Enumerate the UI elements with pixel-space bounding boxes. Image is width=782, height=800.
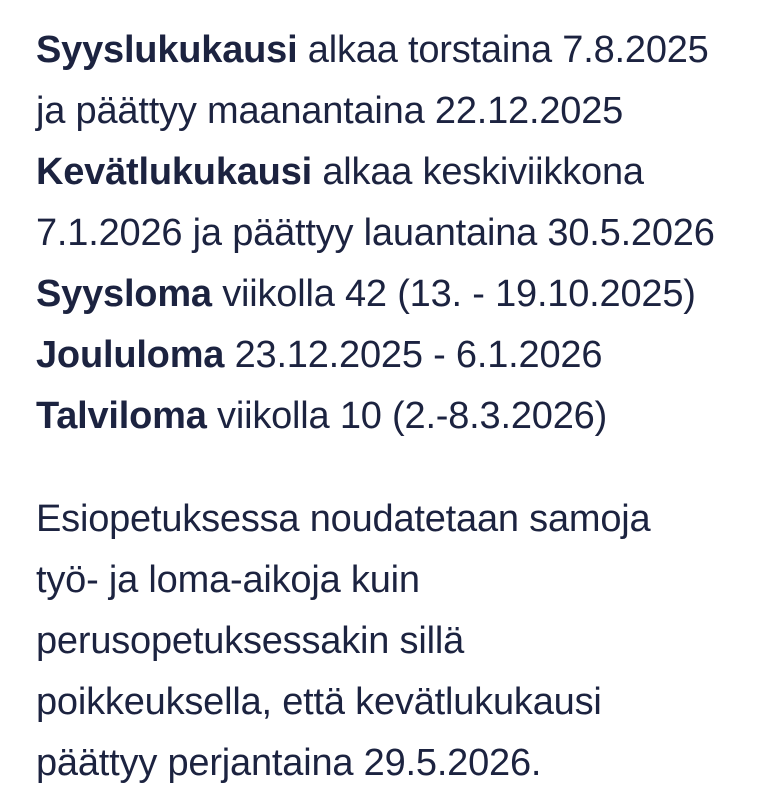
term-line-autumn-semester-1: Syyslukukausi alkaa torstaina 7.8.2025 [36,20,782,81]
term-text: viikolla 10 (2.-8.3.2026) [206,395,608,437]
term-dates-paragraph: Syyslukukausi alkaa torstaina 7.8.2025 j… [36,20,782,447]
term-line-christmas-break: Joululoma 23.12.2025 - 6.1.2026 [36,325,782,386]
note-text: perusopetuksessakin sillä [36,620,465,662]
term-label: Kevätlukukausi [36,151,312,193]
note-text: päättyy perjantaina 29.5.2026. [36,742,542,784]
term-text: 7.1.2026 ja päättyy lauantaina 30.5.2026 [36,212,715,254]
note-text: Esiopetuksessa noudatetaan samoja [36,498,651,540]
note-line-1: Esiopetuksessa noudatetaan samoja [36,489,782,550]
term-text: ja päättyy maanantaina 22.12.2025 [36,90,624,132]
term-label: Joululoma [36,334,225,376]
note-text: työ- ja loma-aikoja kuin [36,559,420,601]
note-line-5: päättyy perjantaina 29.5.2026. [36,733,782,794]
note-line-2: työ- ja loma-aikoja kuin [36,550,782,611]
note-line-3: perusopetuksessakin sillä [36,611,782,672]
term-text: viikolla 42 (13. - 19.10.2025) [211,273,696,315]
term-text: 23.12.2025 - 6.1.2026 [224,334,603,376]
note-text: poikkeuksella, että kevätlukukausi [36,681,602,723]
note-line-4: poikkeuksella, että kevätlukukausi [36,672,782,733]
preschool-note-paragraph: Esiopetuksessa noudatetaan samoja työ- j… [36,489,782,794]
term-text: alkaa keskiviikkona [311,151,644,193]
term-line-winter-break: Talviloma viikolla 10 (2.-8.3.2026) [36,386,782,447]
term-line-autumn-break: Syysloma viikolla 42 (13. - 19.10.2025) [36,264,782,325]
term-line-spring-semester-1: Kevätlukukausi alkaa keskiviikkona [36,142,782,203]
term-label: Syysloma [36,273,212,315]
term-label: Syyslukukausi [36,29,298,71]
term-text: alkaa torstaina 7.8.2025 [297,29,709,71]
term-label: Talviloma [36,395,207,437]
term-line-autumn-semester-2: ja päättyy maanantaina 22.12.2025 [36,81,782,142]
term-line-spring-semester-2: 7.1.2026 ja päättyy lauantaina 30.5.2026 [36,203,782,264]
